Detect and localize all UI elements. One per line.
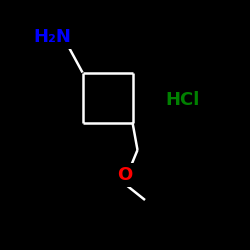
Text: H₂N: H₂N <box>34 28 72 46</box>
Text: HCl: HCl <box>165 91 200 109</box>
Text: O: O <box>118 166 132 184</box>
